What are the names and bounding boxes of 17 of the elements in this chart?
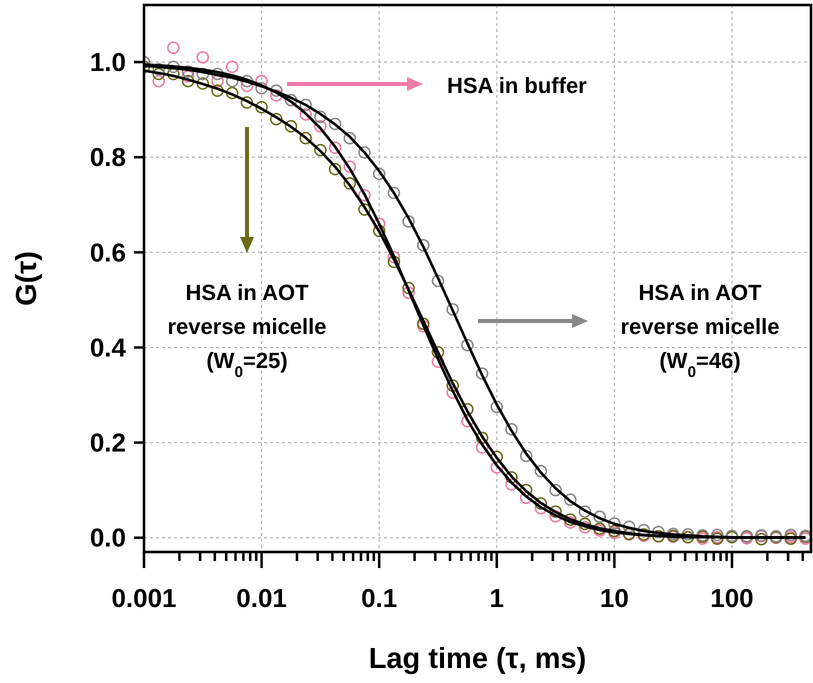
x-axis-title: Lag time (τ, ms) <box>368 643 586 675</box>
annotation: HSA in AOT reverse micelle (W$_{0}$=46) <box>620 280 780 380</box>
y-tick-label: 0.0 <box>90 522 126 553</box>
y-axis-title: G(τ) <box>11 251 43 306</box>
y-tick-label: 0.2 <box>90 428 126 458</box>
y-tick-label: 0.4 <box>90 332 127 362</box>
annotation: HSA in AOT reverse micelle (W$_{0}$=25) <box>167 280 327 380</box>
y-tick-label: 1.0 <box>90 47 126 78</box>
x-tick-label: 0.01 <box>236 583 287 613</box>
annotation: HSA in buffer <box>447 73 588 98</box>
y-tick-label: 0.8 <box>90 142 126 172</box>
x-tick-label: 0.1 <box>361 583 398 613</box>
x-tick-label: 10 <box>600 583 629 613</box>
x-tick-label: 0.001 <box>111 583 177 613</box>
x-tick-label: 1 <box>490 583 504 613</box>
x-tick-label: 100 <box>710 583 754 613</box>
y-tick-label: 0.6 <box>90 237 126 268</box>
